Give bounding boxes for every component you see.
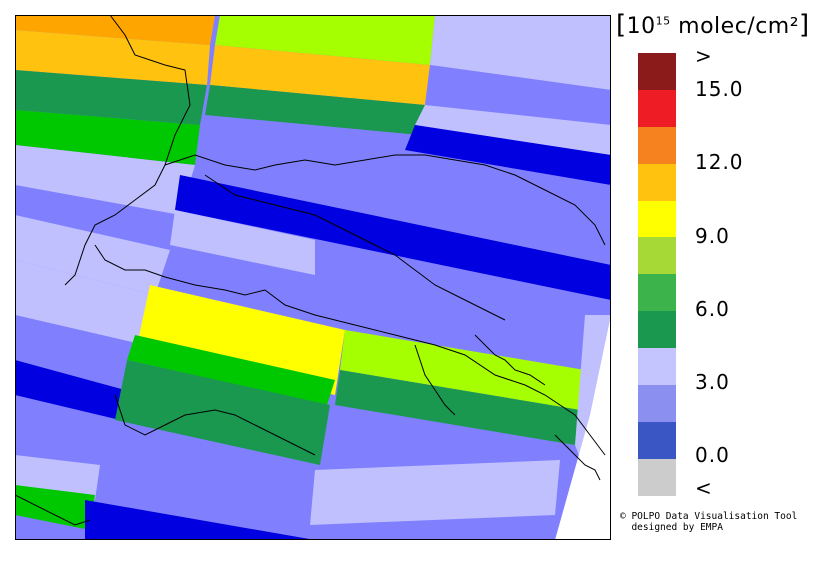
data-strip [15, 70, 207, 125]
border-line [164, 154, 606, 246]
border-line [554, 434, 601, 481]
data-strip [15, 360, 125, 420]
legend-swatch [638, 126, 676, 164]
legend-swatch [638, 348, 676, 386]
color-legend [638, 53, 676, 496]
map-panel[interactable] [15, 15, 611, 540]
data-strip [15, 15, 215, 45]
legend-label: 9.0 [695, 224, 730, 248]
data-strip [15, 185, 180, 245]
legend-label: 0.0 [695, 443, 730, 467]
border-line [204, 174, 506, 321]
legend-swatch [638, 237, 676, 275]
legend-swatch [638, 89, 676, 127]
data-strip [15, 110, 200, 165]
legend-swatch [638, 200, 676, 238]
data-strip [170, 210, 315, 275]
data-strip [310, 460, 560, 525]
legend-swatch [638, 53, 676, 90]
data-strip [127, 335, 335, 405]
data-strip [405, 125, 611, 185]
data-strip [115, 360, 330, 465]
data-strip [15, 485, 95, 530]
border-line [474, 334, 546, 386]
legend-label: 6.0 [695, 297, 730, 321]
credit-line-1: © POLPO Data Visualisation Tool [620, 511, 798, 522]
data-strip [135, 285, 345, 395]
data-strip [340, 330, 585, 410]
legend-label: 15.0 [695, 77, 744, 101]
data-strip [215, 15, 435, 65]
legend-swatch [638, 421, 676, 459]
border-line [94, 244, 266, 296]
border-line [414, 344, 456, 416]
legend-swatch [638, 458, 676, 496]
legend-label: 3.0 [695, 370, 730, 394]
data-strip [175, 175, 611, 300]
legend-label: < [695, 476, 713, 500]
legend-label: > [695, 44, 713, 68]
legend-label: 12.0 [695, 150, 744, 174]
legend-swatch [638, 311, 676, 349]
legend-swatch [638, 163, 676, 201]
credit-line-2: designed by EMPA [620, 522, 723, 533]
data-strip [15, 145, 195, 215]
credit-text: © POLPO Data Visualisation Tool designed… [620, 511, 797, 533]
data-strip [15, 30, 210, 85]
border-line [114, 394, 316, 456]
data-strip [15, 215, 170, 295]
no2-map [15, 15, 611, 540]
border-line [15, 494, 91, 526]
data-strip [210, 45, 430, 105]
data-strip [415, 105, 611, 155]
data-strip [15, 315, 145, 375]
unit-label: [1015 molec/cm²] [616, 10, 810, 40]
data-strip [205, 85, 425, 135]
data-strip [15, 260, 155, 345]
data-strip [335, 370, 580, 445]
no-data-area [555, 315, 611, 540]
data-strip [85, 500, 315, 540]
legend-swatch [638, 274, 676, 312]
border-line [264, 289, 606, 456]
legend-swatch [638, 385, 676, 422]
